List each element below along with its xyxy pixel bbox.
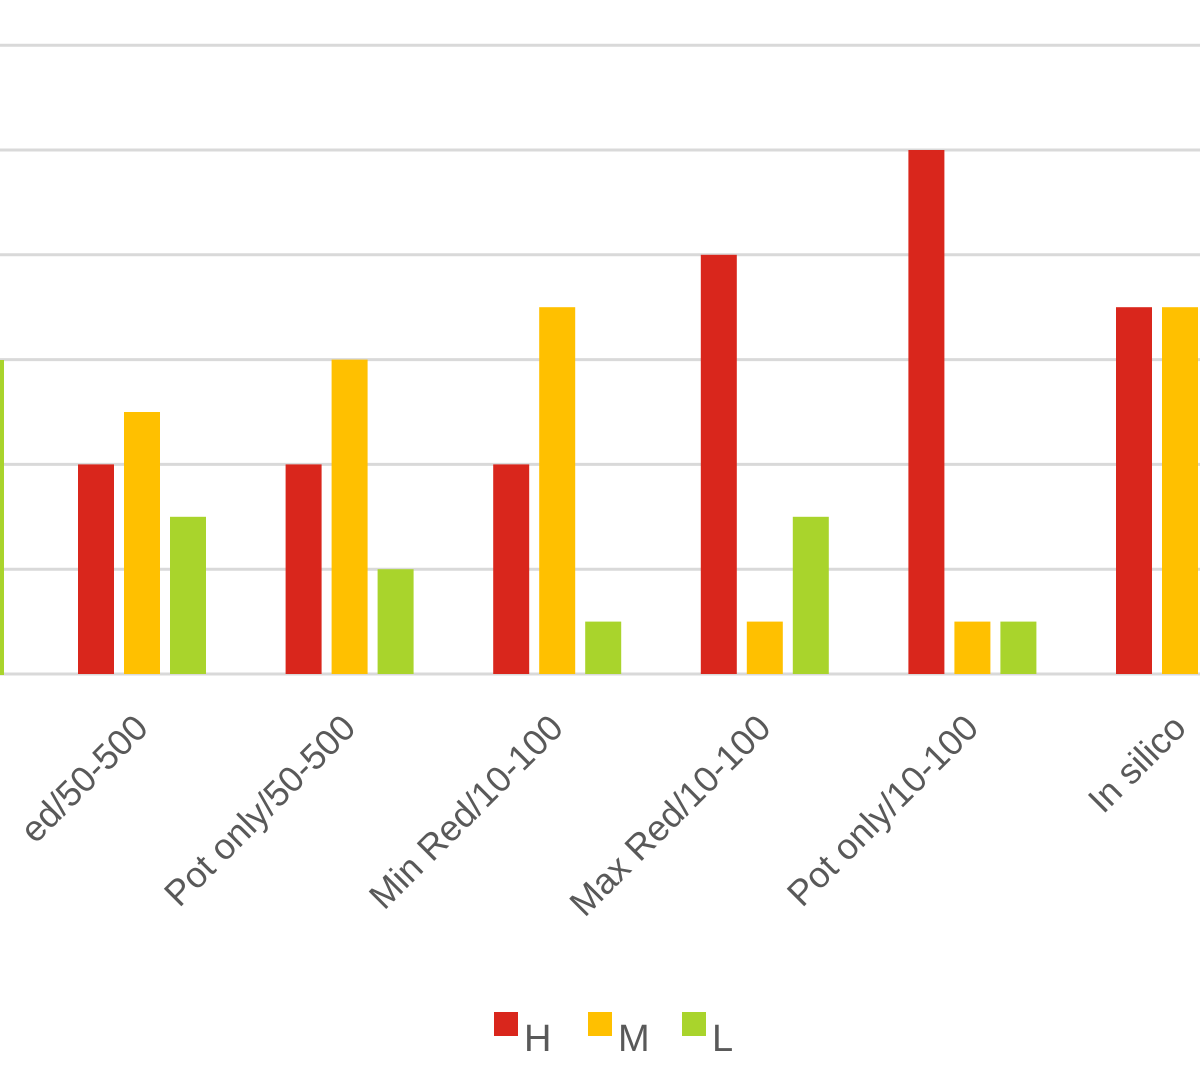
bar-H-3 [700, 254, 737, 675]
x-tick-label: Pot only/10-100 [779, 707, 986, 914]
bar-H-0 [78, 464, 114, 674]
x-tick-label: Min Red/10-100 [361, 707, 571, 917]
legend-swatch-M [588, 1012, 612, 1036]
legend-label-L: L [712, 1018, 733, 1060]
bar-H-4 [908, 150, 945, 674]
bar-marks [78, 150, 1198, 675]
legend-label-H: H [524, 1018, 551, 1060]
bar-M-0 [124, 412, 160, 674]
bar-L-1 [377, 569, 414, 674]
legend-swatch-H [494, 1012, 518, 1036]
bar-L-0 [170, 516, 206, 674]
bar-H-1 [285, 464, 322, 674]
bar-M-2 [539, 307, 576, 674]
legend-swatch-L [682, 1012, 706, 1036]
bar-H-2 [493, 464, 530, 674]
bar-L-3 [792, 516, 829, 674]
bar-L-4 [1000, 621, 1037, 674]
bar-H-5 [1116, 307, 1152, 674]
x-tick-label: Max Red/10-100 [561, 707, 778, 924]
bar-M-5 [1162, 307, 1198, 674]
bar-M-3 [746, 621, 783, 674]
x-tick-label: In silico [1080, 707, 1194, 821]
x-tick-label: ed/50-500 [12, 707, 156, 851]
x-tick-label: Pot only/50-500 [156, 707, 363, 914]
partial-bar-left-edge [0, 360, 4, 675]
bar-M-4 [954, 621, 991, 674]
bar-L-2 [585, 621, 622, 674]
bar-M-1 [331, 359, 368, 674]
legend-label-M: M [618, 1018, 650, 1060]
